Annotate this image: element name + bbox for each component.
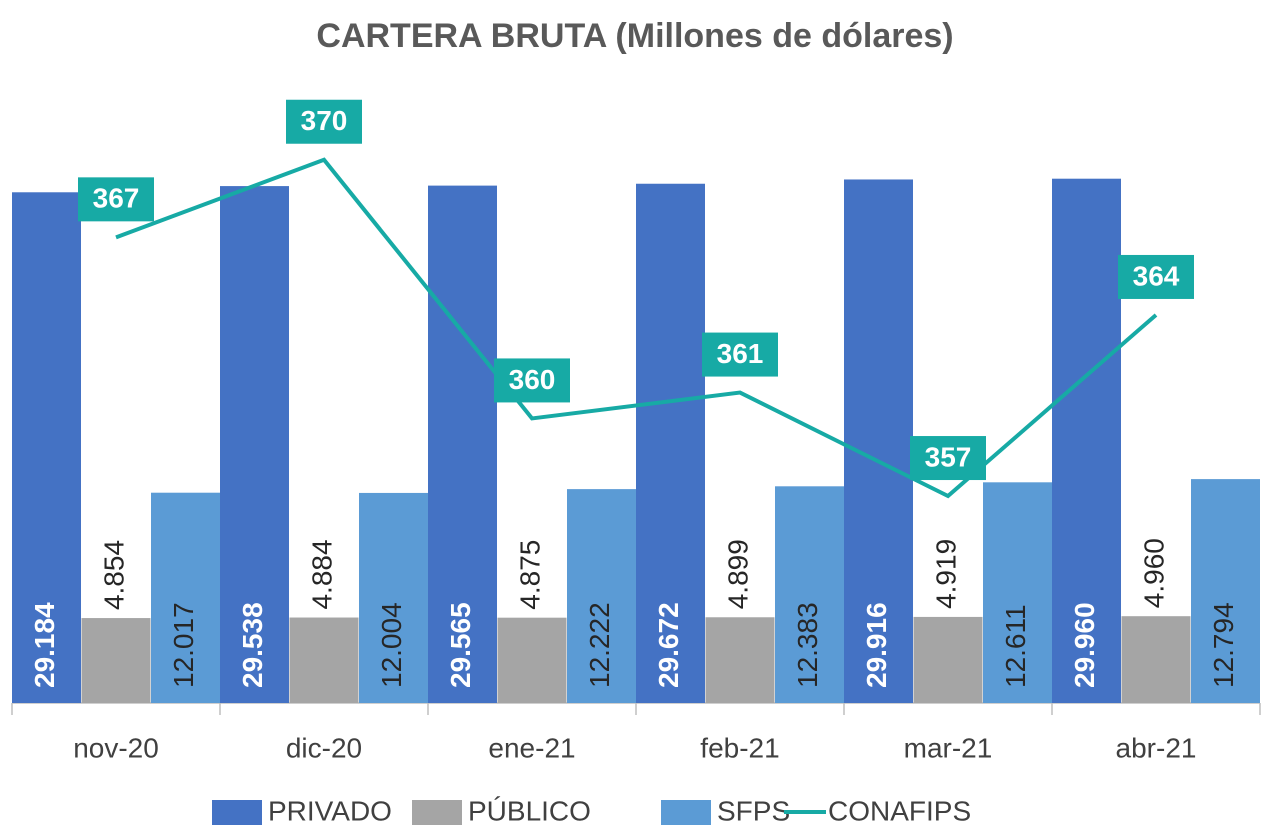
data-label: 4.960 [1138, 538, 1169, 608]
bar [359, 492, 428, 703]
x-tick-label: dic-20 [286, 732, 362, 763]
data-label-box [702, 332, 778, 377]
data-label: 12.222 [584, 602, 615, 688]
x-tick-label: nov-20 [73, 732, 159, 763]
bar [567, 489, 636, 703]
data-label: 29.916 [861, 602, 892, 688]
bar [1052, 178, 1121, 703]
bar [81, 618, 151, 703]
data-label: 29.184 [29, 602, 60, 688]
bar [636, 183, 705, 704]
data-label: 360 [509, 364, 556, 395]
bar [775, 486, 844, 703]
data-label-box [910, 436, 986, 481]
data-label-box [286, 99, 362, 144]
legend-swatch [412, 800, 462, 825]
bar [220, 186, 289, 703]
bar [151, 492, 220, 703]
data-label: 4.919 [930, 539, 961, 609]
bar [1121, 616, 1191, 703]
data-label: 4.875 [514, 540, 545, 610]
data-label-box [1118, 254, 1194, 299]
data-label: 12.383 [792, 602, 823, 688]
data-label: 29.672 [653, 602, 684, 688]
data-label: 4.854 [98, 540, 129, 610]
data-label: 364 [1133, 260, 1180, 291]
legend-swatch [212, 800, 262, 825]
data-label: 12.794 [1208, 602, 1239, 688]
data-label: 4.884 [306, 539, 337, 609]
legend-label: SFPS [717, 795, 790, 826]
data-label: 12.004 [376, 602, 407, 688]
chart-title: CARTERA BRUTA (Millones de dólares) [316, 17, 953, 55]
data-label: 367 [93, 183, 140, 214]
x-tick-label: ene-21 [488, 732, 575, 763]
data-label: 29.565 [445, 602, 476, 688]
data-label: 29.960 [1069, 602, 1100, 688]
data-label: 29.538 [237, 602, 268, 688]
bar [497, 617, 567, 703]
data-label: 361 [717, 338, 764, 369]
x-tick-label: mar-21 [904, 732, 993, 763]
bar [844, 179, 913, 704]
data-label: 12.611 [1000, 604, 1031, 688]
data-label-box [494, 358, 570, 403]
data-label-box [78, 177, 154, 222]
data-label: 4.899 [722, 539, 753, 609]
bar [12, 192, 81, 703]
data-label: 370 [301, 105, 348, 136]
x-tick-label: feb-21 [700, 732, 779, 763]
data-label: 12.017 [168, 602, 199, 688]
data-label: 357 [925, 441, 972, 472]
legend-label: CONAFIPS [828, 795, 971, 826]
bar [705, 617, 775, 703]
bar [289, 617, 359, 703]
x-tick-label: abr-21 [1116, 732, 1197, 763]
legend-swatch [661, 800, 711, 825]
bar [983, 482, 1052, 703]
bar [428, 185, 497, 704]
legend-label: PÚBLICO [468, 795, 591, 826]
legend-label: PRIVADO [268, 795, 392, 826]
bar [913, 616, 983, 703]
bar [1191, 479, 1260, 703]
